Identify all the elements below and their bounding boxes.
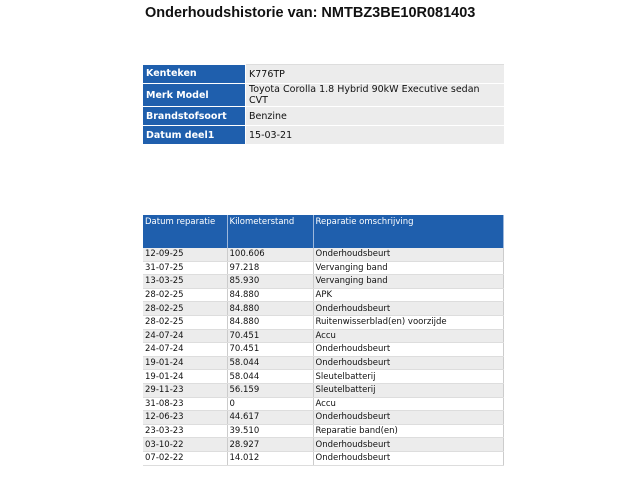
mileage: 28.927: [227, 437, 314, 452]
repair-description: Vervanging band: [313, 261, 504, 276]
info-row: Merk Model Toyota Corolla 1.8 Hybrid 90kW…: [143, 83, 504, 107]
repair-description: Onderhoudsbeurt: [313, 451, 504, 466]
column-header-description: Reparatie omschrijving: [313, 215, 504, 248]
repair-date: 28-02-25: [143, 301, 228, 316]
table-header-row: Datum reparatie Kilometerstand Reparatie…: [143, 215, 504, 248]
mileage: 70.451: [227, 342, 314, 357]
table-row: 29-11-23 56.159 Sleutelbatterij: [143, 383, 504, 398]
mileage: 97.218: [227, 261, 314, 276]
info-label: Merk Model: [143, 83, 246, 107]
table-row: 12-09-25 100.606 Onderhoudsbeurt: [143, 248, 504, 262]
repair-description: Sleutelbatterij: [313, 383, 504, 398]
table-row: 19-01-24 58.044 Onderhoudsbeurt: [143, 356, 504, 371]
table-row: 19-01-24 58.044 Sleutelbatterij: [143, 369, 504, 384]
table-row: 31-08-23 0 Accu: [143, 397, 504, 412]
info-row: Kenteken K776TP: [143, 64, 504, 84]
repair-description: Vervanging band: [313, 274, 504, 289]
table-row: 28-02-25 84.880 Onderhoudsbeurt: [143, 301, 504, 316]
column-header-date: Datum reparatie: [143, 215, 228, 248]
repair-description: Onderhoudsbeurt: [313, 301, 504, 316]
table-row: 24-07-24 70.451 Accu: [143, 329, 504, 344]
repair-date: 19-01-24: [143, 356, 228, 371]
repair-date: 12-06-23: [143, 410, 228, 425]
repair-date: 24-07-24: [143, 342, 228, 357]
mileage: 85.930: [227, 274, 314, 289]
column-header-mileage: Kilometerstand: [227, 215, 314, 248]
repair-description: Onderhoudsbeurt: [313, 342, 504, 357]
info-value: Toyota Corolla 1.8 Hybrid 90kW Executive…: [245, 83, 504, 107]
table-row: 12-06-23 44.617 Onderhoudsbeurt: [143, 410, 504, 425]
repair-description: Sleutelbatterij: [313, 369, 504, 384]
repair-date: 31-07-25: [143, 261, 228, 276]
repair-description: Ruitenwisserblad(en) voorzijde: [313, 315, 504, 330]
repair-date: 28-02-25: [143, 288, 228, 303]
repair-description: Onderhoudsbeurt: [313, 437, 504, 452]
info-row: Datum deel1 15-03-21: [143, 125, 504, 145]
repair-date: 07-02-22: [143, 451, 228, 466]
repair-description: Onderhoudsbeurt: [313, 410, 504, 425]
repair-date: 03-10-22: [143, 437, 228, 452]
repair-description: Onderhoudsbeurt: [313, 248, 504, 262]
mileage: 14.012: [227, 451, 314, 466]
mileage: 84.880: [227, 315, 314, 330]
mileage: 70.451: [227, 329, 314, 344]
table-row: 24-07-24 70.451 Onderhoudsbeurt: [143, 342, 504, 357]
repair-description: Onderhoudsbeurt: [313, 356, 504, 371]
repair-date: 12-09-25: [143, 248, 228, 262]
vehicle-info-table: Kenteken K776TP Merk Model Toyota Corolla 1…: [143, 64, 504, 145]
repair-date: 29-11-23: [143, 383, 228, 398]
info-value: Benzine: [245, 106, 504, 126]
info-row: Brandstofsoort Benzine: [143, 106, 504, 126]
mileage: 58.044: [227, 369, 314, 384]
mileage: 44.617: [227, 410, 314, 425]
table-row: 03-10-22 28.927 Onderhoudsbeurt: [143, 437, 504, 452]
mileage: 84.880: [227, 301, 314, 316]
info-label: Brandstofsoort: [143, 106, 246, 126]
mileage: 84.880: [227, 288, 314, 303]
info-label: Datum deel1: [143, 125, 246, 145]
repair-date: 31-08-23: [143, 397, 228, 412]
info-label: Kenteken: [143, 64, 246, 84]
mileage: 39.510: [227, 424, 314, 439]
repair-description: Accu: [313, 329, 504, 344]
repair-date: 28-02-25: [143, 315, 228, 330]
table-row: 13-03-25 85.930 Vervanging band: [143, 274, 504, 289]
repair-history-table: Datum reparatie Kilometerstand Reparatie…: [143, 215, 504, 466]
table-row: 31-07-25 97.218 Vervanging band: [143, 261, 504, 276]
mileage: 100.606: [227, 248, 314, 262]
repair-description: Reparatie band(en): [313, 424, 504, 439]
info-value: 15-03-21: [245, 125, 504, 145]
repair-date: 19-01-24: [143, 369, 228, 384]
info-value: K776TP: [245, 64, 504, 84]
repair-description: Accu: [313, 397, 504, 412]
page-title: Onderhoudshistorie van: NMTBZ3BE10R08140…: [145, 5, 476, 21]
table-row: 07-02-22 14.012 Onderhoudsbeurt: [143, 451, 504, 466]
mileage: 58.044: [227, 356, 314, 371]
repair-date: 24-07-24: [143, 329, 228, 344]
table-row: 28-02-25 84.880 APK: [143, 288, 504, 303]
mileage: 56.159: [227, 383, 314, 398]
repair-date: 13-03-25: [143, 274, 228, 289]
repair-date: 23-03-23: [143, 424, 228, 439]
repair-description: APK: [313, 288, 504, 303]
table-row: 23-03-23 39.510 Reparatie band(en): [143, 424, 504, 439]
mileage: 0: [227, 397, 314, 412]
table-row: 28-02-25 84.880 Ruitenwisserblad(en) voorz…: [143, 315, 504, 330]
